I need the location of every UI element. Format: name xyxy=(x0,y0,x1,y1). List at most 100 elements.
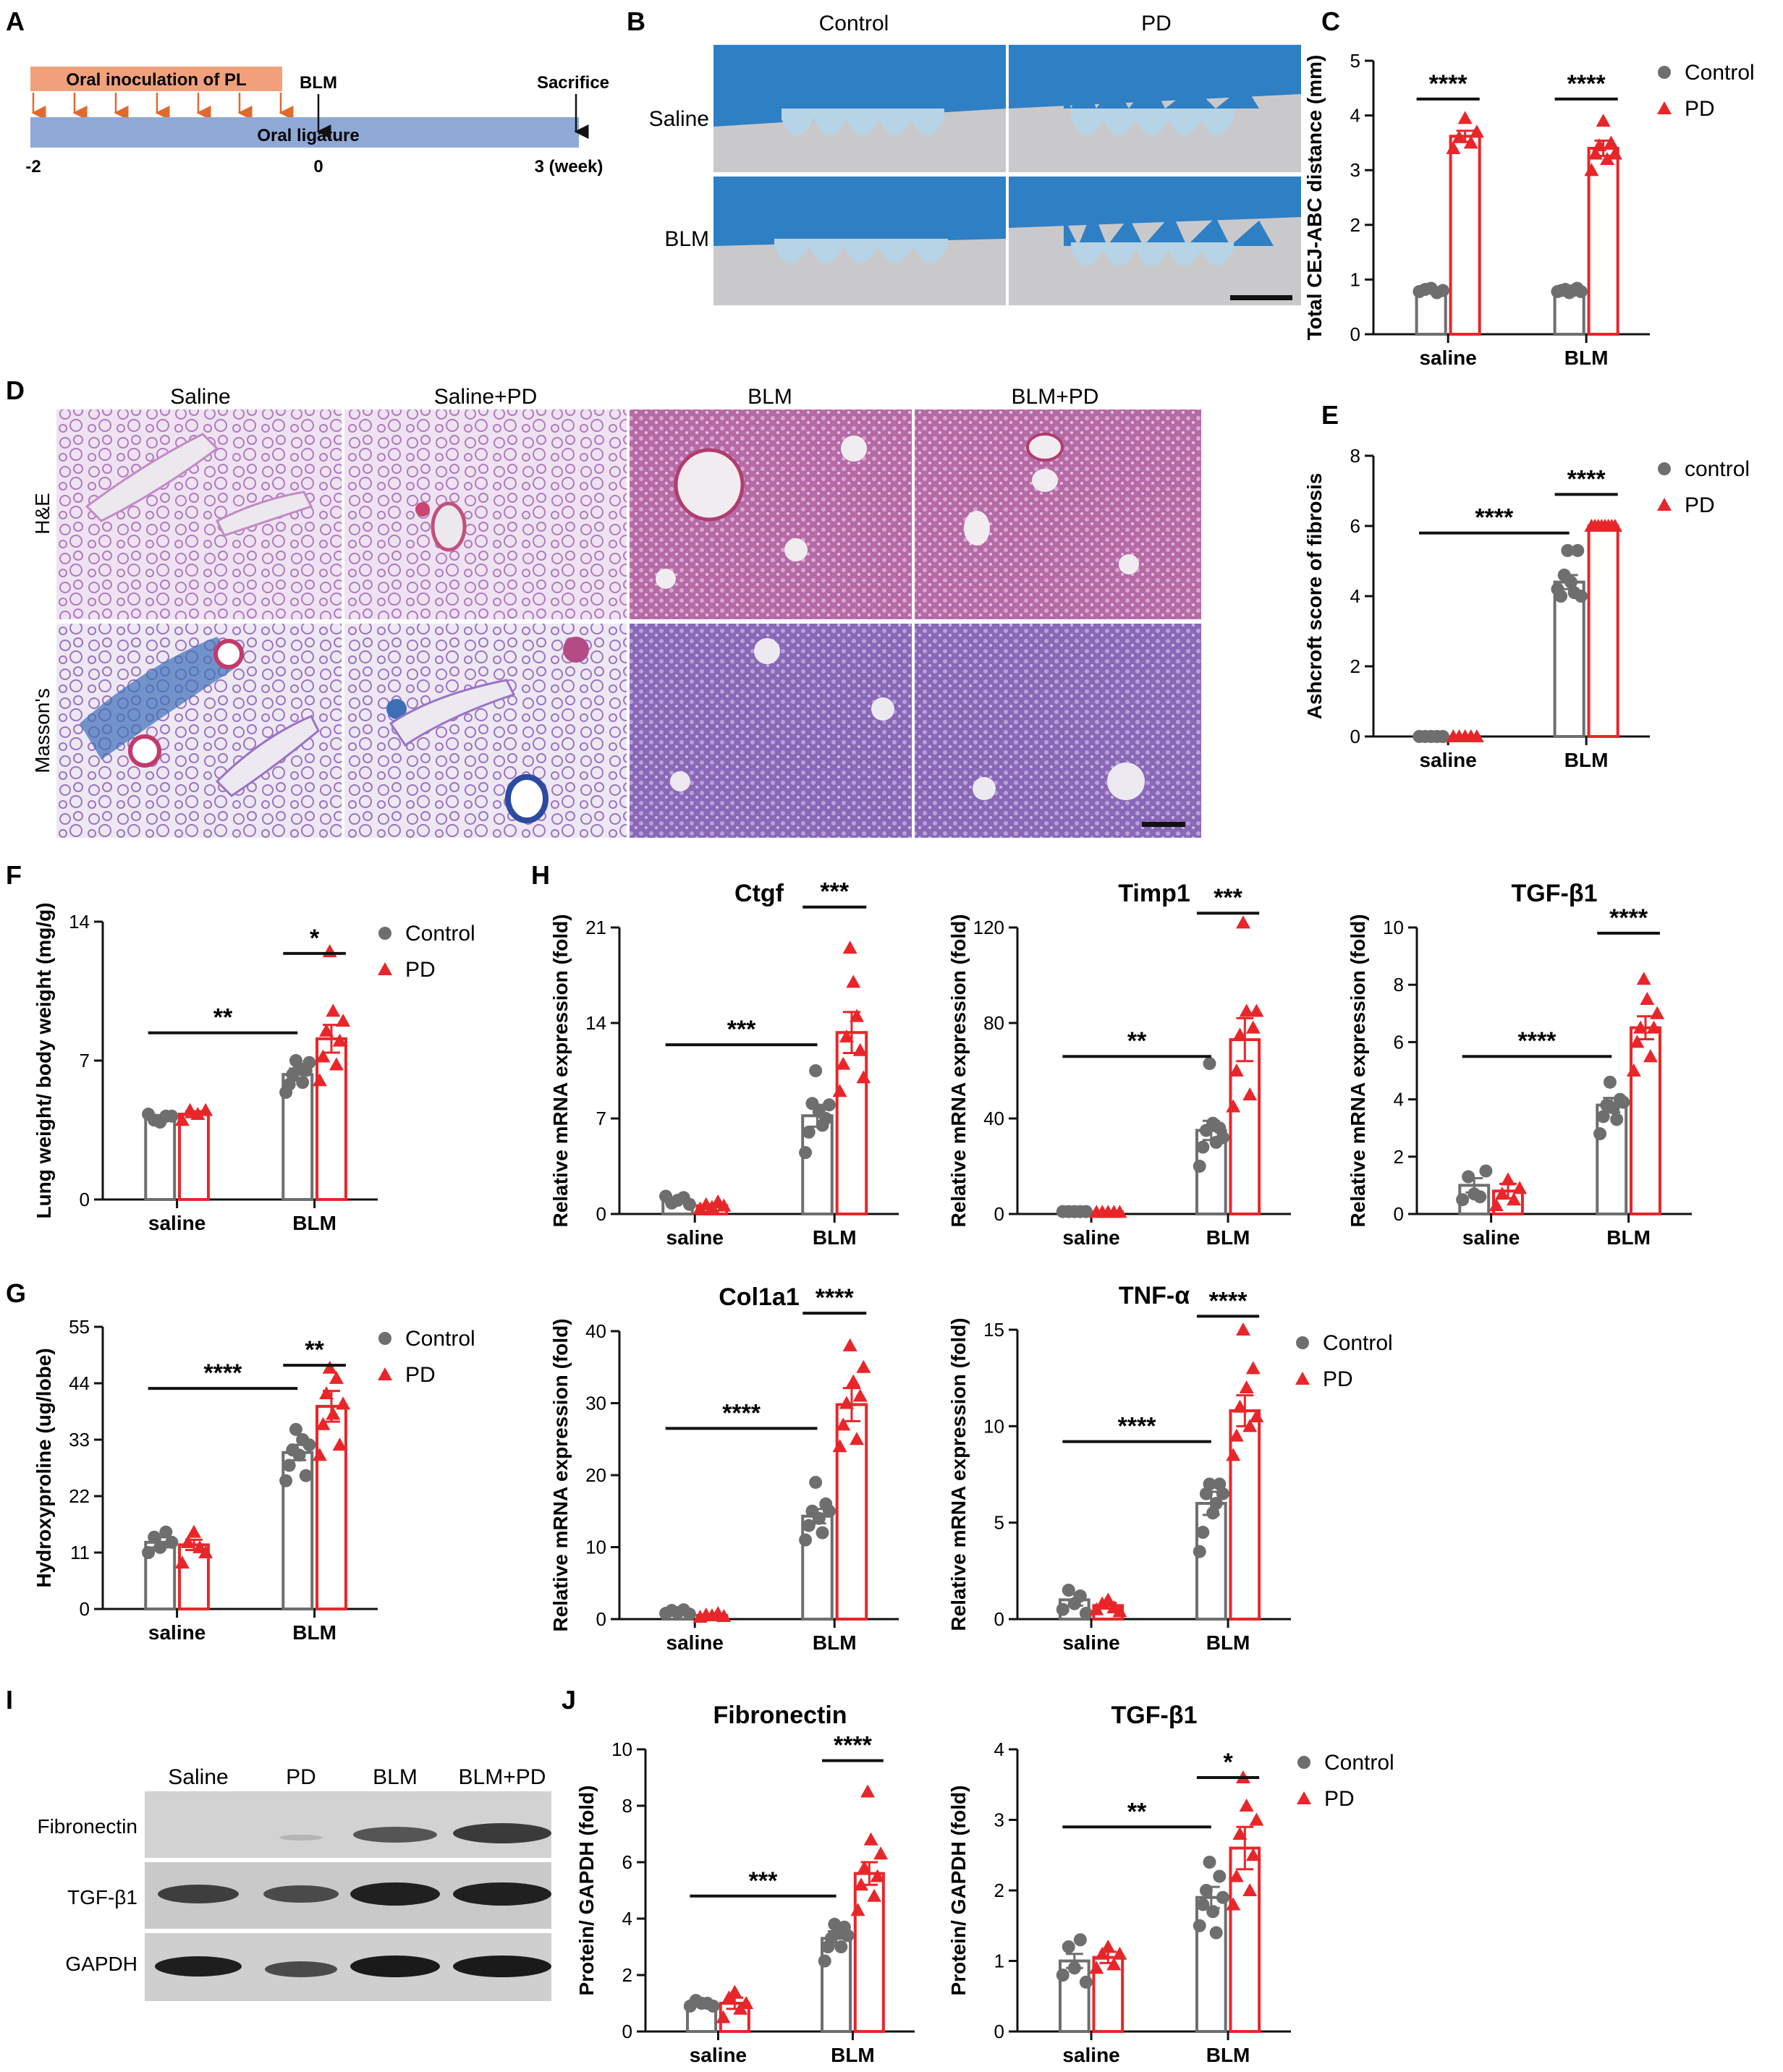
data-point xyxy=(1229,1428,1244,1442)
y-tick-label: 10 xyxy=(983,1415,1004,1437)
data-point xyxy=(1245,1848,1261,1861)
panel-letter: B xyxy=(627,7,645,36)
data-point xyxy=(1596,1110,1610,1124)
data-point xyxy=(1073,1589,1087,1602)
bar-control-saline xyxy=(144,1116,177,1201)
data-point xyxy=(1079,1975,1093,1989)
chart-tgfb1prot: TGF-β1 0 1 2 3 4 Protein/ GAPDH (fold) saline BL… xyxy=(947,1702,1394,2066)
y-axis-label: Total CEJ-ABC distance (mm) xyxy=(1303,55,1326,341)
data-point xyxy=(186,1524,201,1538)
col-label-saline: Saline xyxy=(170,385,230,409)
legend-marker-control xyxy=(378,1332,391,1345)
chart-title: TGF-β1 xyxy=(1512,880,1598,907)
row-label-saline: Saline xyxy=(649,107,709,131)
significance-label: *** xyxy=(727,1016,756,1043)
data-point xyxy=(809,1475,823,1489)
x-tick-label: BLM xyxy=(292,1212,336,1234)
y-tick-label: 2 xyxy=(622,1964,632,1986)
y-tick-label: 10 xyxy=(1383,917,1404,938)
y-tick-label: 5 xyxy=(1350,50,1360,72)
data-point xyxy=(1592,138,1607,152)
significance-label: **** xyxy=(1609,904,1648,932)
y-axis-label: Lung weight/ body weight (mg/g) xyxy=(33,902,55,1218)
data-point xyxy=(1239,1380,1254,1393)
data-point xyxy=(329,1370,344,1384)
data-point xyxy=(863,1832,878,1846)
data-point xyxy=(1494,1186,1509,1200)
y-tick-label: 0 xyxy=(994,1608,1004,1630)
x-tick-label: BLM xyxy=(1564,749,1609,771)
x-tick-label: BLM xyxy=(1564,347,1609,369)
data-point xyxy=(1603,1075,1617,1089)
significance-label: **** xyxy=(834,1732,873,1759)
data-point xyxy=(1584,163,1599,177)
data-point xyxy=(1213,1869,1227,1883)
legend-label-pd: PD xyxy=(1685,97,1715,121)
legend-label-pd: PD xyxy=(1324,1787,1355,1811)
data-point xyxy=(799,1533,813,1547)
data-point xyxy=(819,1112,833,1125)
blot-label-tgfb1: TGF-β1 xyxy=(67,1886,137,1908)
data-point xyxy=(802,1519,816,1532)
y-tick-label: 5 xyxy=(994,1512,1004,1534)
legend-marker-pd xyxy=(1657,498,1672,511)
y-tick-label: 7 xyxy=(80,1050,90,1071)
x-tick-label: BLM xyxy=(831,2044,875,2066)
y-tick-label: 1 xyxy=(1350,268,1360,290)
data-point xyxy=(282,1077,296,1091)
data-point xyxy=(165,1109,179,1123)
data-point xyxy=(315,1417,331,1430)
panel-letter-j: J xyxy=(562,1685,576,1715)
legend-marker-control xyxy=(1297,1756,1310,1769)
data-point xyxy=(1062,1584,1075,1597)
data-point xyxy=(852,1388,868,1402)
data-point xyxy=(727,1984,742,1998)
col-label-control: Control xyxy=(819,12,889,35)
data-point xyxy=(1488,1198,1504,1212)
x-tick-label: saline xyxy=(1062,2044,1119,2066)
data-point xyxy=(849,1432,864,1445)
data-point xyxy=(1469,729,1484,742)
data-point xyxy=(1600,152,1615,166)
data-point xyxy=(153,1540,167,1554)
data-point xyxy=(1630,1035,1645,1048)
legend-marker-pd xyxy=(1657,101,1672,114)
y-tick-label: 40 xyxy=(585,1320,606,1342)
data-point xyxy=(315,1049,331,1063)
bar-pd-blm xyxy=(1587,146,1619,336)
data-point xyxy=(165,1535,179,1549)
lane-label-pd: PD xyxy=(286,1765,316,1789)
data-point xyxy=(682,1197,696,1211)
significance-label: **** xyxy=(1475,504,1514,532)
legend-label-pd: PD xyxy=(1685,493,1715,517)
bar-pd-blm xyxy=(1229,1038,1261,1215)
data-point xyxy=(1242,1087,1258,1100)
blm-timepoint-label: BLM xyxy=(300,73,337,93)
legend-label-control: Control xyxy=(1324,1751,1394,1775)
legend-label-control: Control xyxy=(1685,61,1755,85)
bar-pd-saline xyxy=(1449,135,1481,336)
data-point xyxy=(849,1009,864,1022)
bar-pd-blm xyxy=(315,1404,347,1610)
data-point xyxy=(857,1860,872,1874)
y-tick-label: 30 xyxy=(585,1393,606,1414)
x-tick-label: BLM xyxy=(1206,1226,1250,1249)
data-point xyxy=(1633,1020,1648,1034)
data-point xyxy=(326,1003,341,1017)
bar-pd-saline xyxy=(178,1113,210,1201)
data-point xyxy=(148,1530,161,1544)
data-point xyxy=(836,1417,851,1431)
significance-label: **** xyxy=(816,1284,855,1312)
chart-c: C 0 1 2 3 4 5 Total CEJ-ABC distance (mm) saline… xyxy=(1303,7,1755,369)
data-point xyxy=(1226,1099,1241,1113)
chart-ctgf: Ctgf 0 7 14 21 Relative mRNA expression (fold… xyxy=(549,878,899,1249)
y-axis-label: Relative mRNA expression (fold) xyxy=(549,914,572,1227)
y-tick-label: 2 xyxy=(1350,655,1360,677)
y-axis-label: Protein/ GAPDH (fold) xyxy=(575,1786,598,1996)
data-point xyxy=(842,1338,857,1351)
data-point xyxy=(319,1023,334,1037)
data-point xyxy=(1554,590,1568,603)
data-point xyxy=(142,1546,156,1559)
y-tick-label: 15 xyxy=(983,1319,1004,1341)
